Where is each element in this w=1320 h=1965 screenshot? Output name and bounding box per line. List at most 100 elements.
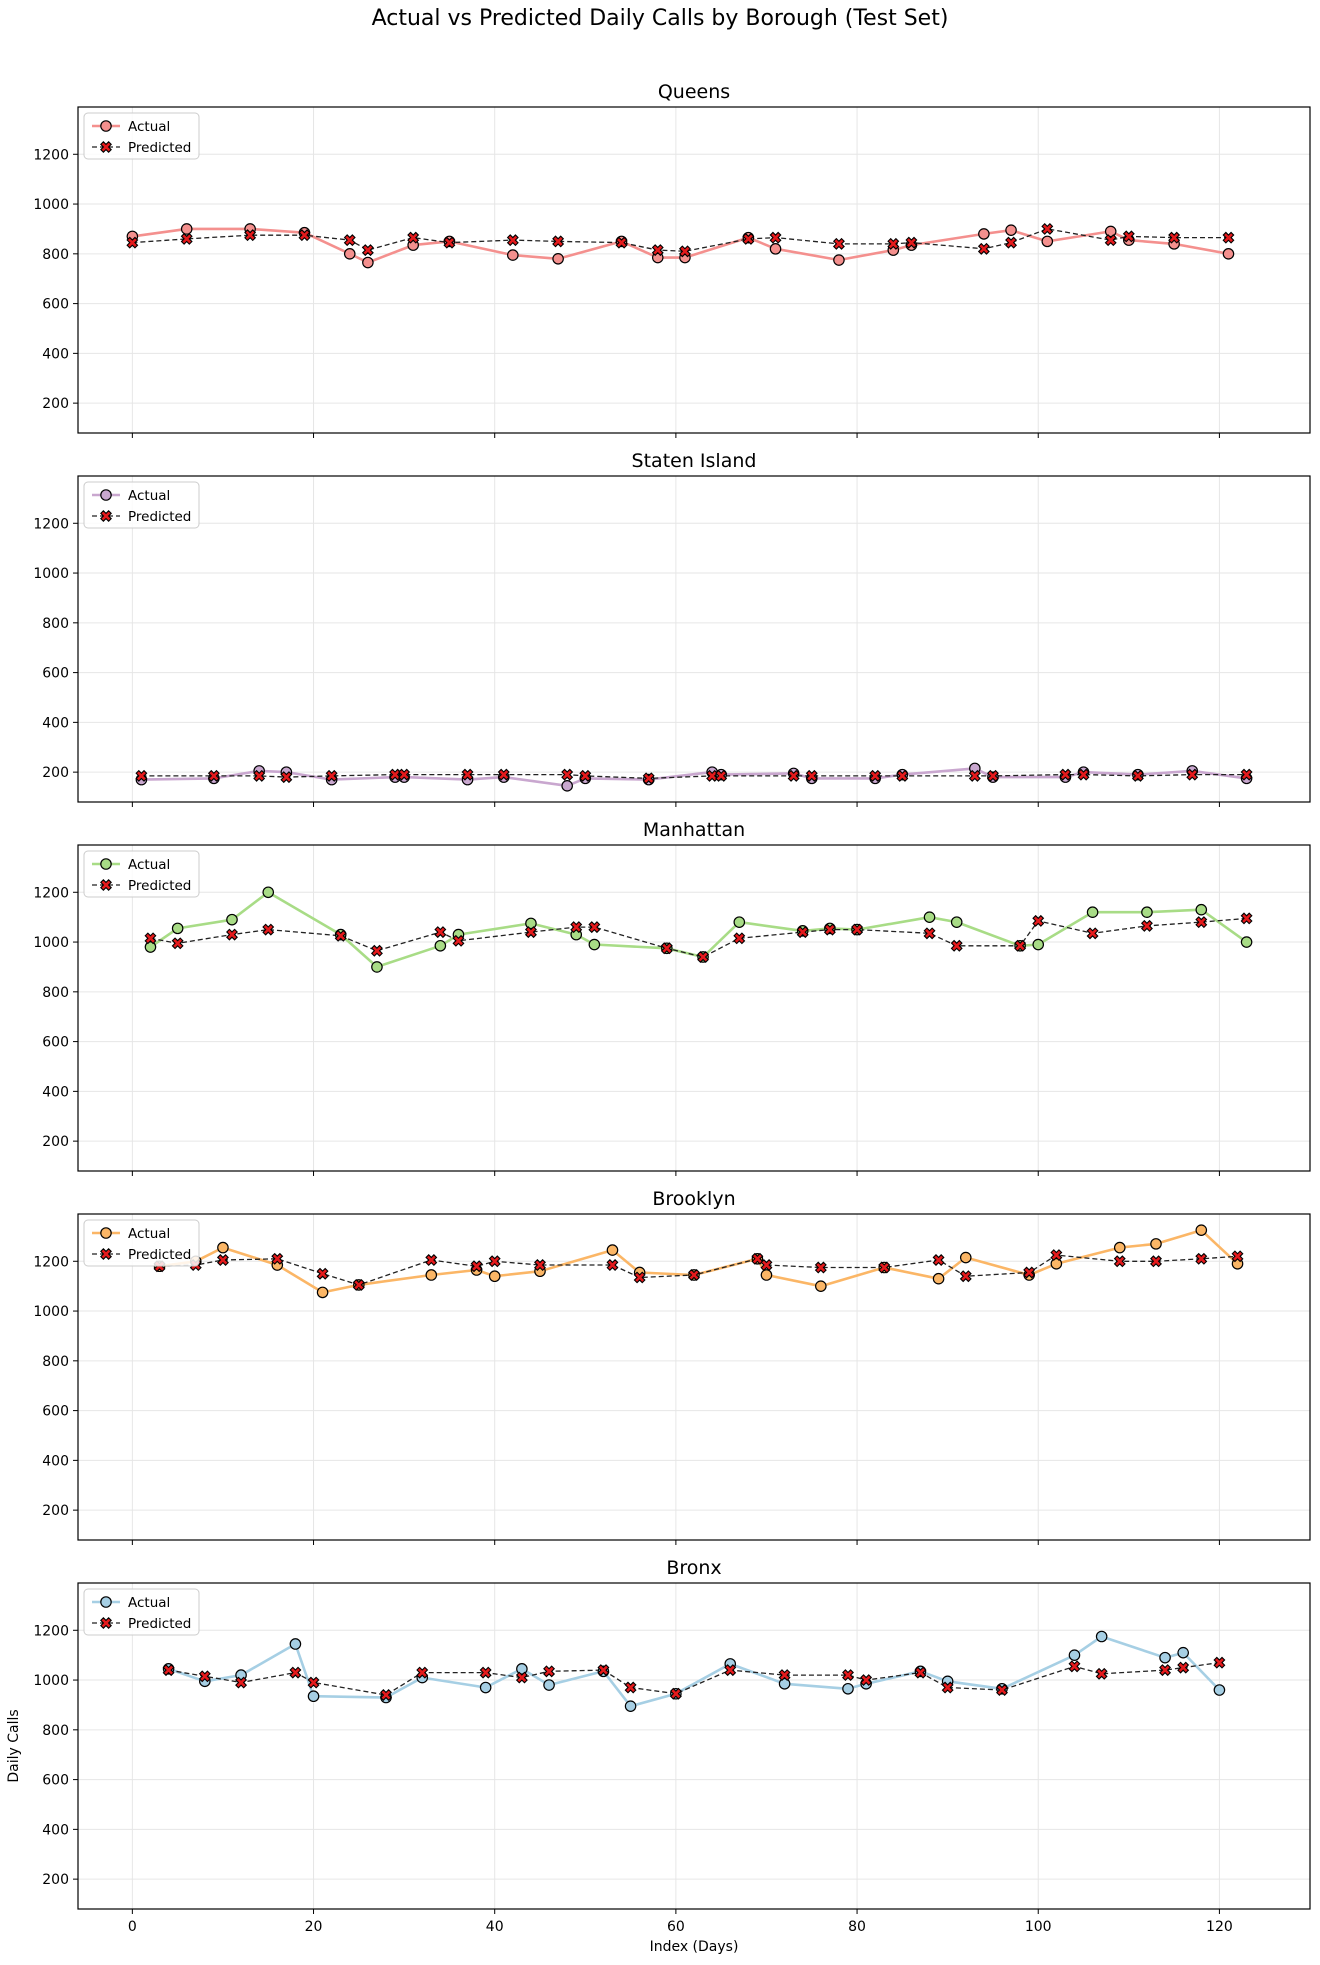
predicted-point (380, 1689, 392, 1701)
predicted-point (262, 923, 275, 936)
predicted-point (1222, 231, 1235, 244)
actual-point (842, 1682, 854, 1695)
predicted-point (1041, 222, 1054, 235)
predicted-point (244, 229, 257, 242)
predicted-point (887, 237, 900, 250)
predicted-point (216, 1254, 229, 1267)
predicted-point (488, 1255, 501, 1268)
y-tick-label: 1200 (33, 1623, 69, 1639)
actual-point (606, 1244, 619, 1256)
predicted-point (1059, 768, 1072, 781)
legend-predicted-marker (100, 1248, 112, 1260)
actual-point (1177, 1646, 1189, 1659)
actual-point (1113, 1241, 1126, 1254)
legend-actual-marker (100, 858, 112, 870)
predicted-point (506, 234, 519, 247)
predicted-point (697, 951, 710, 963)
predicted-point (325, 769, 338, 782)
legend-predicted-label: Predicted (128, 140, 191, 156)
predicted-point (253, 769, 266, 782)
actual-point (959, 1251, 972, 1264)
predicted-point (416, 1666, 429, 1679)
actual-point (525, 917, 537, 930)
predicted-point (814, 1261, 827, 1274)
predicted-point (144, 932, 157, 945)
actual-point (343, 248, 356, 260)
predicted-point (407, 231, 420, 244)
y-tick-label: 1000 (33, 1673, 69, 1689)
predicted-point (688, 1268, 700, 1281)
predicted-point (914, 1666, 927, 1679)
predicted-point (986, 769, 999, 782)
predicted-point (624, 1681, 637, 1694)
actual-point (217, 1241, 229, 1254)
x-tick-label: 80 (848, 1919, 866, 1935)
predicted-point (361, 244, 374, 257)
actual-point (307, 1690, 320, 1703)
predicted-point (977, 242, 990, 255)
actual-point (316, 1286, 329, 1299)
y-tick-label: 400 (42, 346, 69, 362)
actual-point (561, 780, 573, 792)
predicted-point (1131, 769, 1144, 782)
actual-point (1095, 1630, 1108, 1643)
predicted-point (642, 772, 655, 785)
predicted-point (896, 769, 909, 782)
x-tick-label: 120 (1206, 1919, 1233, 1935)
predicted-point (298, 229, 311, 242)
y-tick-label: 1000 (33, 1304, 69, 1320)
predicted-point (271, 1252, 284, 1265)
predicted-point (425, 1254, 438, 1267)
y-tick-label: 800 (42, 985, 69, 1001)
predicted-point (561, 768, 574, 781)
x-tick-label: 20 (305, 1919, 323, 1935)
x-tick-label: 0 (128, 1919, 137, 1935)
actual-point (425, 1269, 438, 1281)
actual-point (733, 916, 746, 928)
actual-series-line (168, 1635, 1221, 1708)
predicted-point (343, 234, 356, 247)
predicted-point (207, 769, 220, 782)
legend-predicted-marker (100, 879, 112, 891)
x-tick-label: 100 (1025, 1919, 1052, 1935)
y-tick-label: 800 (42, 616, 69, 632)
actual-point (262, 886, 275, 899)
predicted-point (823, 923, 836, 936)
actual-point (1213, 1684, 1226, 1696)
actual-point (434, 939, 447, 952)
x-axis-label: Index (Days) (650, 1939, 739, 1955)
actual-point (371, 961, 383, 973)
predicted-point (588, 921, 601, 934)
y-tick-label: 1000 (33, 566, 69, 582)
actual-point (479, 1681, 492, 1694)
predicted-point (1014, 939, 1027, 952)
subplot-bronx: Bronx 200 400 600 800 1000 1200 0 20 40 60 80 100 120… (6, 1557, 1311, 1955)
predicted-point (1213, 1656, 1226, 1669)
predicted-point (878, 1261, 891, 1274)
predicted-point (126, 236, 139, 249)
predicted-point (769, 231, 782, 244)
predicted-point (443, 236, 456, 249)
x-tick-label: 40 (486, 1919, 504, 1935)
y-tick-label: 1200 (33, 885, 69, 901)
plot-frame (77, 475, 1311, 803)
predicted-point (597, 1664, 610, 1677)
legend-actual-label: Actual (128, 1226, 170, 1242)
predicted-point (1159, 1664, 1172, 1677)
predicted-point (334, 929, 347, 942)
actual-point (180, 223, 193, 235)
predicted-point (434, 926, 447, 939)
y-tick-label: 200 (42, 396, 69, 412)
predicted-point (660, 942, 673, 955)
actual-point (1240, 936, 1253, 948)
legend-actual-marker (100, 1596, 112, 1608)
predicted-point (135, 769, 148, 782)
plot-frame (77, 844, 1311, 1172)
legend: Actual Predicted (83, 1219, 200, 1267)
predicted-point (832, 237, 845, 250)
legend: Actual Predicted (83, 481, 200, 529)
y-axis-label: Daily Calls (6, 1709, 22, 1782)
predicted-point (1122, 230, 1135, 243)
predicted-point (1095, 1667, 1108, 1680)
predicted-point (796, 926, 809, 939)
